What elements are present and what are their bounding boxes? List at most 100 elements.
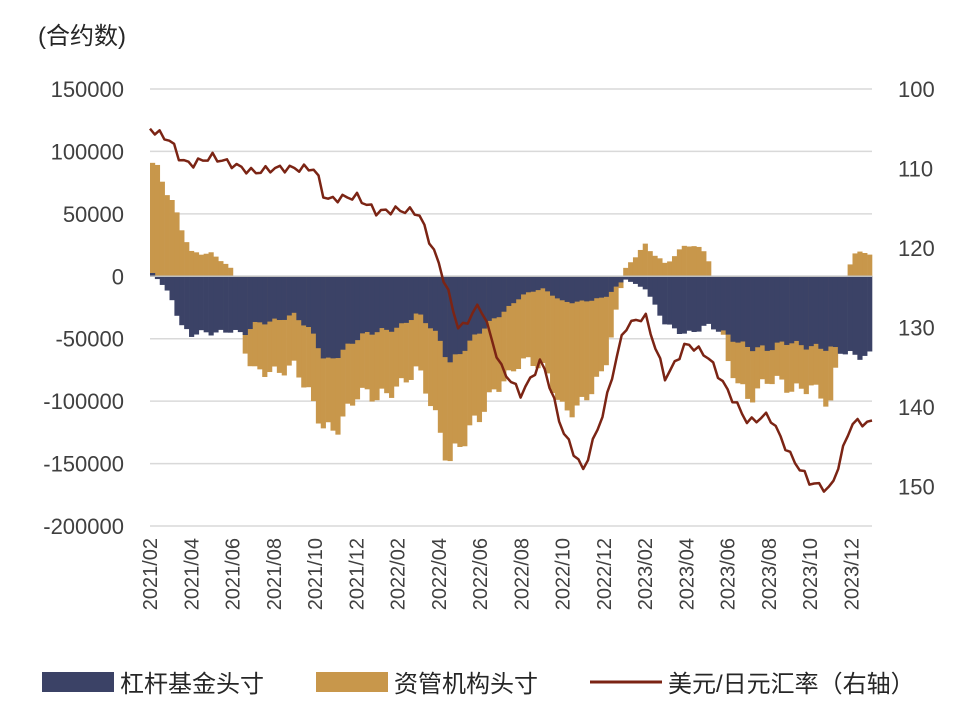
asset-manager-bar [262, 276, 268, 377]
asset-manager-bar [506, 276, 512, 371]
x-tick-label: 2023/06 [718, 538, 740, 610]
usdjpy-line-layer [149, 127, 873, 493]
leveraged-fund-bar [486, 276, 492, 321]
asset-manager-bar [598, 276, 604, 372]
leveraged-fund-bar [496, 276, 502, 318]
leveraged-fund-bar [696, 276, 702, 332]
asset-manager-bar [189, 250, 195, 277]
asset-manager-bar [584, 276, 590, 401]
asset-manager-bar [667, 261, 673, 277]
leveraged-fund-bar [808, 276, 814, 347]
leveraged-fund-bar [593, 276, 600, 299]
leveraged-fund-bar [667, 276, 673, 325]
left-tick-label: 100000 [51, 139, 124, 164]
leveraged-fund-bar [759, 276, 765, 346]
right-tick-label: 150 [898, 474, 935, 499]
leveraged-fund-bar [779, 276, 785, 342]
leveraged-fund-bar [813, 276, 819, 344]
asset-manager-bar [379, 276, 385, 389]
leveraged-fund-bar [837, 276, 844, 354]
asset-manager-bar [281, 276, 287, 376]
leveraged-fund-bar [335, 276, 341, 359]
leveraged-fund-bar [389, 276, 395, 332]
leveraged-fund-bar [662, 276, 668, 325]
asset-manager-bar [574, 276, 580, 406]
right-tick-label: 100 [898, 77, 935, 102]
asset-manager-bar [198, 254, 204, 277]
leveraged-fund-bar [232, 276, 239, 330]
asset-manager-bar [623, 267, 629, 277]
leveraged-fund-bar [608, 276, 614, 292]
x-tick-label: 2023/04 [676, 538, 698, 610]
asset-manager-bar [452, 276, 458, 444]
asset-manager-bar [203, 253, 209, 277]
leveraged-fund-bar [618, 276, 624, 283]
leveraged-fund-bar [691, 276, 697, 333]
leveraged-fund-bar [228, 276, 234, 333]
leveraged-fund-bar [784, 276, 790, 345]
leveraged-fund-bar [296, 276, 302, 321]
leveraged-fund-bar [306, 276, 312, 328]
asset-manager-bar [676, 249, 683, 277]
leveraged-fund-bar [720, 276, 726, 331]
leveraged-fund-bar [637, 276, 644, 287]
leveraged-fund-bar [730, 276, 736, 342]
asset-manager-bar [471, 276, 478, 416]
leveraged-fund-bar [442, 276, 448, 358]
asset-manager-bar [228, 267, 234, 277]
leveraged-fund-bar [393, 276, 400, 328]
asset-manager-bar [398, 276, 404, 379]
leveraged-fund-bar [671, 276, 678, 329]
asset-manager-bar [413, 276, 419, 367]
left-tick-label: 0 [112, 264, 124, 289]
asset-manager-bar [408, 276, 414, 380]
leveraged-fund-bar [476, 276, 483, 334]
right-tick-label: 130 [898, 315, 935, 340]
asset-manager-bar [291, 276, 297, 361]
x-tick-label: 2023/10 [800, 538, 822, 610]
leveraged-fund-bar [237, 276, 243, 333]
asset-manager-bar [271, 276, 278, 367]
x-tick-label: 2023/02 [635, 538, 657, 610]
asset-manager-bar [462, 276, 468, 447]
asset-manager-bar [647, 251, 653, 277]
leveraged-fund-bar [511, 276, 517, 304]
leveraged-fund-bar [320, 276, 326, 359]
asset-manager-bar [579, 276, 585, 397]
legend-swatch-leveraged [42, 672, 114, 692]
legend-label-leveraged: 杠杆基金头寸 [120, 671, 264, 698]
asset-manager-bar [193, 252, 200, 277]
leveraged-fund-bar [564, 276, 570, 302]
leveraged-fund-bar [267, 276, 273, 322]
leveraged-fund-bar [706, 276, 712, 324]
leveraged-fund-bar [559, 276, 565, 301]
leveraged-fund-bar [701, 276, 707, 326]
leveraged-fund-bar [218, 276, 224, 330]
leveraged-fund-bar [847, 276, 853, 352]
asset-manager-bar [267, 276, 273, 373]
left-axis-ticks: 150000 100000 50000 0 -50000 -100000 -150000 -2… [43, 77, 124, 539]
asset-manager-bar [164, 195, 170, 277]
asset-manager-bar [671, 256, 678, 277]
leveraged-fund-bar [828, 276, 834, 347]
asset-manager-bar [603, 276, 609, 366]
asset-manager-bar [564, 276, 570, 411]
leveraged-fund-bar [525, 276, 531, 293]
leveraged-fund-bar [862, 276, 868, 356]
leveraged-fund-bar [530, 276, 536, 292]
leveraged-fund-bar [506, 276, 512, 306]
leveraged-fund-bar [315, 276, 322, 349]
leveraged-fund-bar [647, 276, 653, 297]
leveraged-fund-bar [247, 276, 253, 330]
asset-manager-bar [174, 212, 180, 277]
leveraged-fund-bar [842, 276, 848, 355]
leveraged-fund-bar [642, 276, 648, 290]
left-tick-label: -150000 [43, 452, 124, 477]
leveraged-fund-bar [340, 276, 346, 350]
leveraged-fund-bar [223, 276, 229, 333]
asset-manager-bar [437, 276, 444, 433]
asset-manager-bar [608, 276, 614, 338]
asset-manager-bar [515, 276, 522, 369]
leveraged-fund-bar [271, 276, 278, 319]
asset-manager-bar [569, 276, 575, 418]
